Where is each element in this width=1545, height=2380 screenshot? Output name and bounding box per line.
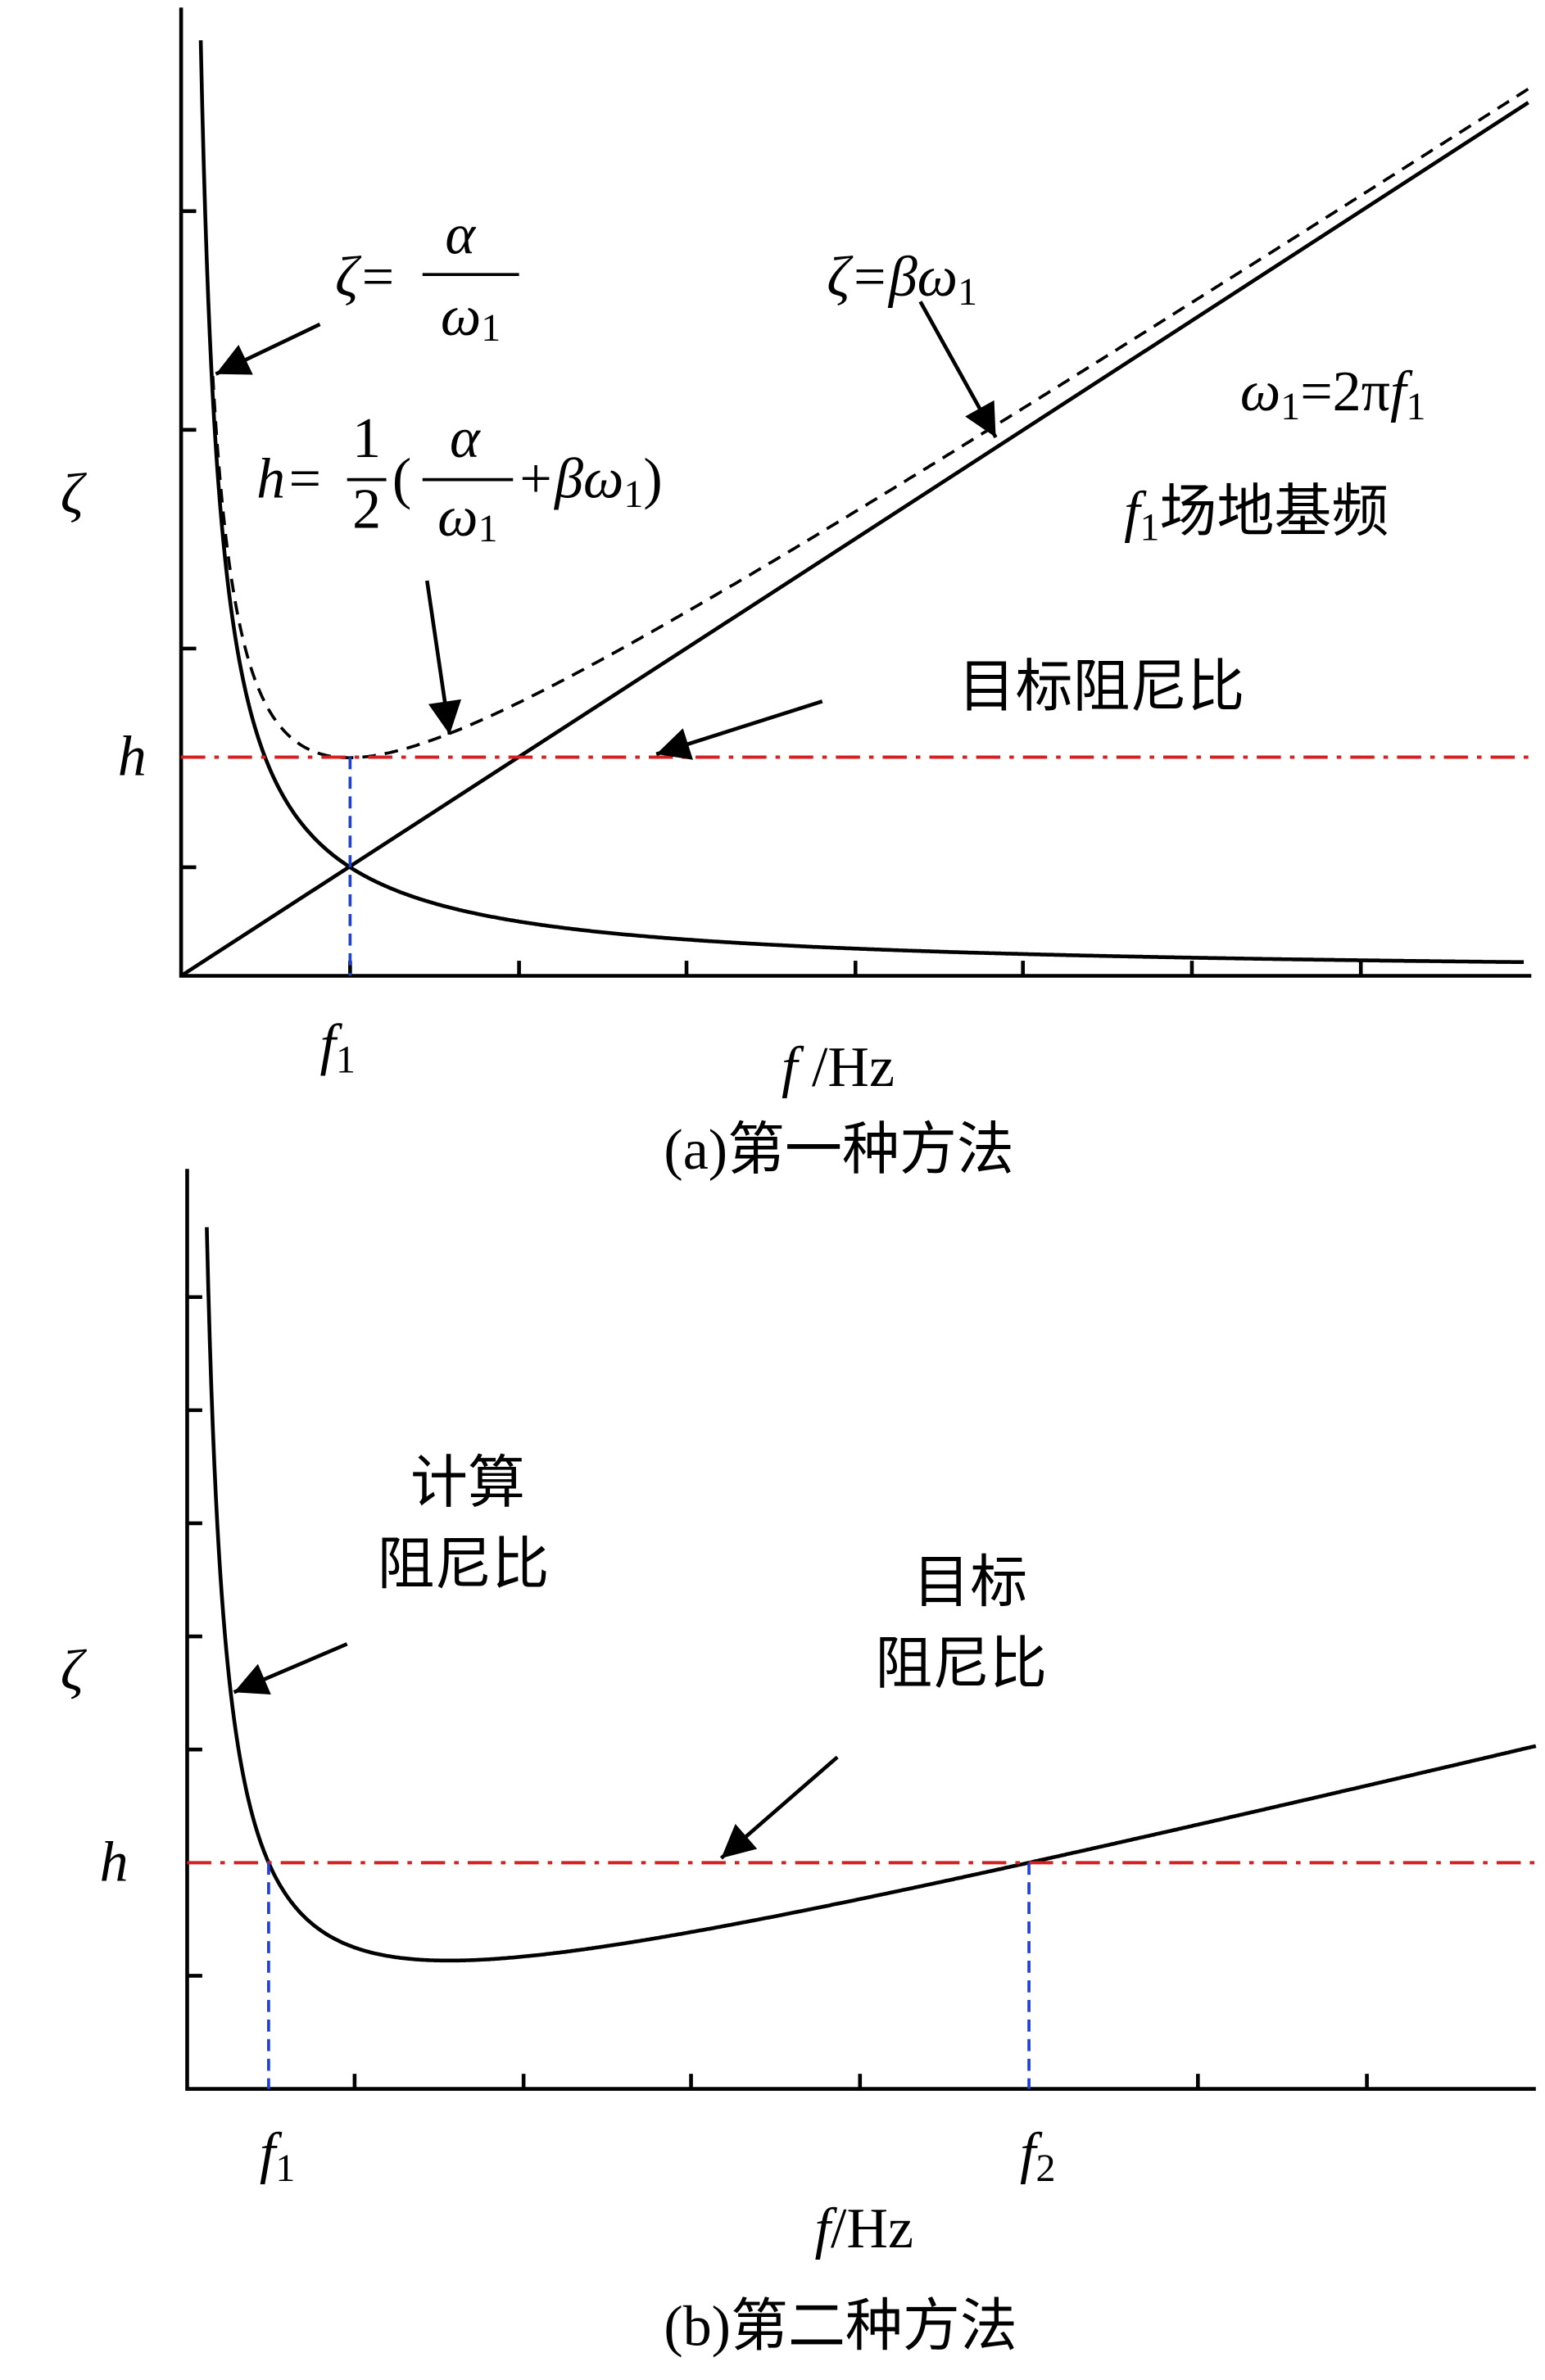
equation: ω1 [441, 285, 501, 350]
equation: α [445, 203, 476, 266]
equation: ζ= [335, 246, 397, 309]
x-label: f/Hz [815, 2197, 913, 2260]
alpha-curve [198, 40, 1525, 965]
note: 目标 [913, 1552, 1027, 1615]
h-label: h [100, 1830, 129, 1894]
sum-curve [211, 87, 1529, 760]
x-tick-label: f1 [260, 2122, 295, 2190]
arrow [655, 699, 823, 760]
axes [185, 1169, 1536, 2091]
arrow [215, 322, 321, 376]
damping-curve [205, 1227, 1537, 1963]
note: 目标阻尼比 [958, 656, 1245, 719]
panel-a: ζ h f1 f /Hz (a)第一种方法 ζ= α ω1 ζ=βω1 ω1=2… [61, 7, 1532, 1182]
equation: ω1=2πf1 [1240, 360, 1426, 428]
equation: 2 [352, 478, 381, 541]
note: f1场地基频 [1124, 481, 1389, 549]
caption: (b)第二种方法 [664, 2296, 1017, 2359]
arrow [425, 580, 462, 735]
arrow [918, 301, 998, 439]
arrow [719, 1755, 839, 1860]
equation: 1 [352, 407, 381, 470]
x-tick-label: f1 [320, 1013, 356, 1081]
equation: α [450, 407, 481, 470]
ticks [187, 1295, 1369, 2089]
y-label: ζ [61, 463, 88, 526]
equation: +βω1) [516, 448, 663, 516]
note: 计算 [410, 1452, 525, 1515]
caption: (a)第一种方法 [664, 1119, 1014, 1182]
note: 阻尼比 [875, 1633, 1047, 1696]
note: 阻尼比 [378, 1534, 550, 1597]
equation: ζ=βω1 [827, 246, 977, 314]
panel-b: ζ h f1 f2 f/Hz (b)第二种方法 计算 阻尼比 目标 阻尼比 [61, 1169, 1537, 2359]
equation: ω1 [437, 486, 497, 550]
x-label: f /Hz [782, 1036, 895, 1099]
y-label: ζ [61, 1640, 88, 1703]
arrow [233, 1642, 348, 1695]
x-tick-label: f2 [1020, 2122, 1055, 2190]
h-label: h [118, 726, 147, 789]
equation: ( [392, 448, 411, 511]
beta-line [179, 101, 1529, 978]
equation: h= [256, 448, 324, 511]
